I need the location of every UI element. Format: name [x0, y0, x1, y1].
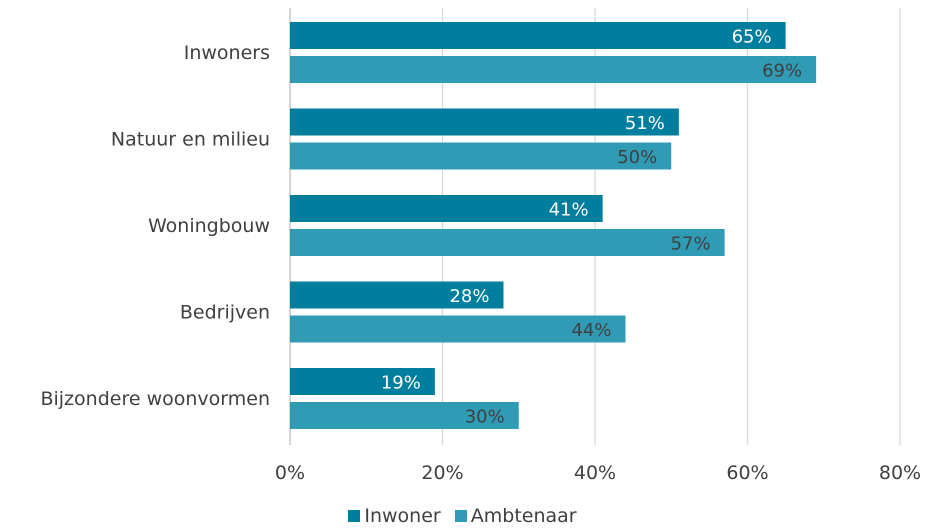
bar: [290, 108, 679, 136]
data-label: 30%: [465, 407, 505, 428]
legend-swatch-inwoner: [348, 510, 361, 522]
category-label: Woningbouw: [148, 215, 270, 237]
x-tick-label: 80%: [879, 462, 921, 484]
bar: [290, 229, 725, 256]
data-label: 44%: [571, 320, 611, 341]
bars: 65% 69% 51% 50% 41% 57% 28% 44% 19% 30%: [290, 22, 817, 429]
data-label: 28%: [449, 286, 489, 307]
legend-item-inwoner: Inwoner: [348, 505, 441, 527]
data-label: 51%: [625, 113, 665, 134]
data-label: 19%: [381, 373, 421, 394]
legend-label-inwoner: Inwoner: [364, 505, 441, 527]
bar: [290, 56, 817, 83]
bar: [290, 315, 626, 343]
category-labels: Inwoners Natuur en milieu Woningbouw Bedrij…: [40, 42, 270, 410]
data-label: 65%: [732, 27, 772, 48]
bar: [290, 195, 603, 222]
category-label: Bijzondere woonvormen: [40, 388, 270, 410]
x-tick-label: 20%: [421, 462, 463, 484]
data-label: 57%: [671, 234, 711, 255]
bar: [290, 281, 504, 309]
bar-chart: 65% 69% 51% 50% 41% 57% 28% 44% 19% 30% Inwoners N…: [40, 8, 921, 484]
bar: [290, 142, 672, 170]
legend-item-ambtenaar: Ambtenaar: [454, 505, 577, 527]
legend: Inwoner Ambtenaar: [0, 505, 925, 527]
bar: [290, 22, 786, 49]
category-label: Inwoners: [184, 42, 270, 64]
data-label: 69%: [762, 61, 802, 82]
data-label: 41%: [549, 200, 589, 221]
category-label: Bedrijven: [180, 302, 270, 324]
data-label: 50%: [617, 147, 657, 168]
legend-label-ambtenaar: Ambtenaar: [470, 505, 577, 527]
x-tick-labels: 0% 20% 40% 60% 80%: [275, 462, 921, 484]
category-label: Natuur en milieu: [111, 129, 270, 151]
x-tick-label: 40%: [574, 462, 616, 484]
legend-swatch-ambtenaar: [454, 510, 467, 522]
bar: [290, 368, 435, 395]
x-tick-label: 0%: [275, 462, 305, 484]
x-tick-label: 60%: [726, 462, 768, 484]
bar: [290, 402, 519, 429]
